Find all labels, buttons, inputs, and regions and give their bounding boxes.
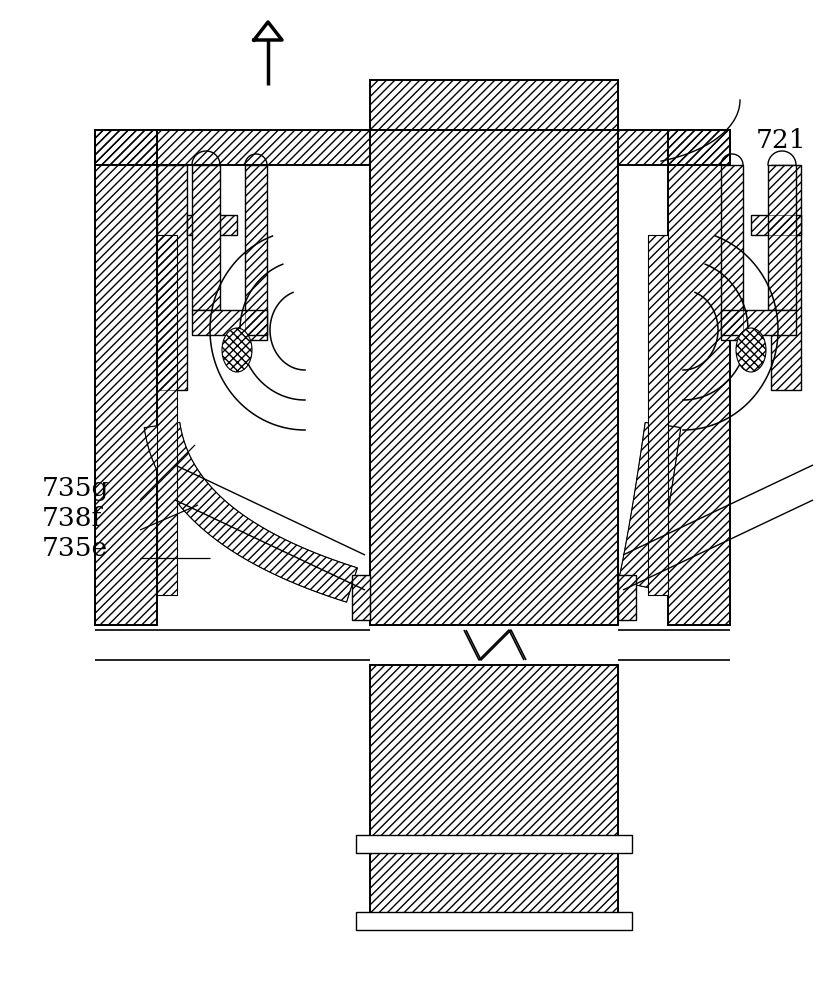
Polygon shape	[619, 422, 681, 589]
Polygon shape	[370, 665, 618, 930]
Text: 738f: 738f	[42, 506, 102, 531]
Polygon shape	[187, 215, 237, 235]
Polygon shape	[648, 235, 668, 595]
Polygon shape	[157, 235, 177, 595]
Polygon shape	[157, 130, 370, 165]
Polygon shape	[768, 165, 796, 310]
Polygon shape	[668, 130, 730, 165]
Polygon shape	[254, 22, 282, 40]
Polygon shape	[245, 165, 267, 340]
Polygon shape	[370, 80, 618, 625]
Polygon shape	[668, 130, 730, 625]
Polygon shape	[618, 130, 668, 165]
Polygon shape	[192, 310, 267, 335]
Polygon shape	[721, 165, 743, 340]
Polygon shape	[352, 575, 370, 620]
Polygon shape	[721, 310, 796, 335]
Polygon shape	[356, 912, 632, 930]
Polygon shape	[356, 835, 632, 853]
Polygon shape	[95, 130, 157, 165]
Polygon shape	[192, 165, 220, 310]
Polygon shape	[751, 215, 801, 235]
Polygon shape	[95, 130, 157, 625]
Polygon shape	[157, 165, 187, 390]
Polygon shape	[144, 422, 357, 602]
Text: 735e: 735e	[42, 536, 108, 561]
Polygon shape	[771, 165, 801, 390]
Ellipse shape	[736, 328, 766, 372]
Text: 735g: 735g	[42, 476, 110, 501]
Ellipse shape	[222, 328, 252, 372]
Polygon shape	[618, 575, 636, 620]
Text: 721: 721	[756, 128, 807, 153]
